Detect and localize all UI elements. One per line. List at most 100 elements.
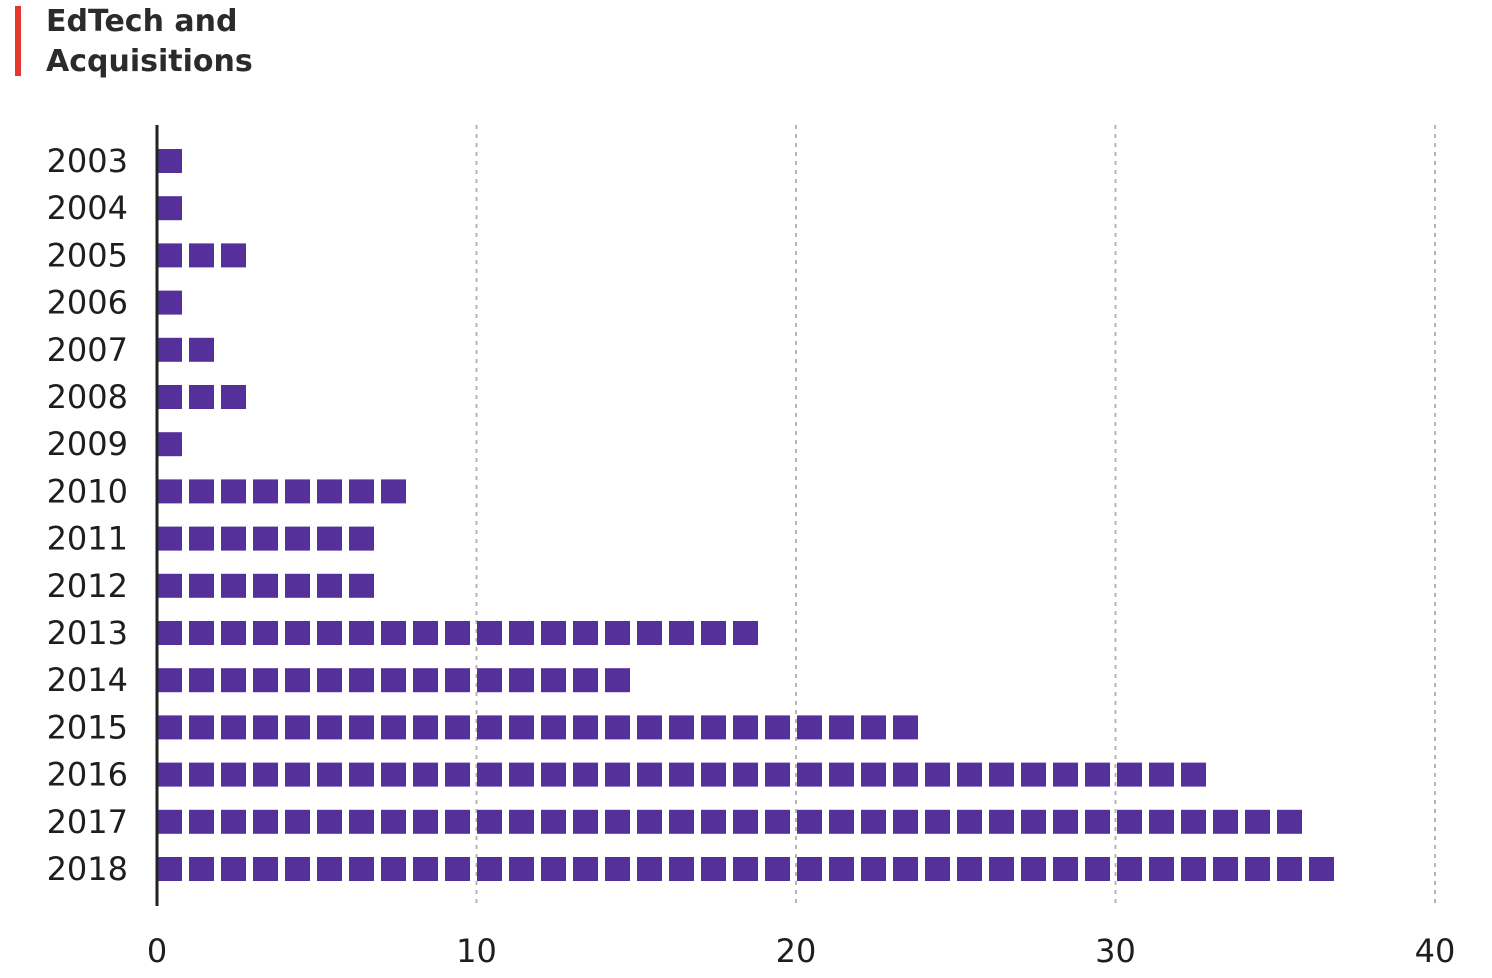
bar-unit (765, 762, 790, 787)
bar-unit (349, 762, 374, 787)
bar-unit (733, 857, 758, 881)
bar-unit (349, 526, 374, 551)
bar-row-2010 (157, 479, 406, 504)
bar-unit (1117, 857, 1142, 881)
y-tick-label: 2007 (47, 331, 128, 369)
bar-unit (157, 196, 182, 221)
bar-unit (285, 857, 310, 881)
bar-unit (1181, 762, 1206, 787)
bar-unit (477, 668, 502, 693)
bar-unit (381, 809, 406, 834)
bar-unit (957, 857, 982, 881)
bar-unit (349, 715, 374, 740)
bar-unit (477, 621, 502, 645)
y-tick-label: 2012 (47, 567, 128, 605)
bar-unit (573, 857, 598, 881)
bar-unit (445, 715, 470, 740)
bar-unit (829, 809, 854, 834)
bar-unit (253, 809, 278, 834)
bar-unit (317, 857, 342, 881)
bar-unit (925, 857, 950, 881)
bar-unit (1053, 762, 1078, 787)
bar-unit (253, 857, 278, 881)
bar-unit (541, 857, 566, 881)
bar-unit (413, 621, 438, 645)
bar-unit (765, 809, 790, 834)
bar-unit (349, 479, 374, 504)
bar-unit (285, 573, 310, 598)
bar-unit (701, 857, 726, 881)
bar-unit (573, 762, 598, 787)
bar-unit (637, 621, 662, 645)
bar-unit (829, 715, 854, 740)
y-tick-label: 2008 (47, 378, 128, 416)
bar-unit (541, 809, 566, 834)
bar-unit (285, 479, 310, 504)
bar-unit (413, 715, 438, 740)
y-tick-label: 2018 (47, 850, 128, 888)
bar-unit (317, 715, 342, 740)
bar-unit (381, 715, 406, 740)
chart-title-block: EdTech and Acquisitions (0, 0, 420, 90)
bar-row-2007 (157, 337, 214, 362)
x-tick-label: 40 (1415, 932, 1456, 970)
bar-row-2004 (157, 196, 182, 221)
bar-unit (605, 809, 630, 834)
bar-unit (157, 479, 182, 504)
bar-row-2009 (157, 432, 182, 457)
bar-unit (861, 715, 886, 740)
bar-unit (221, 762, 246, 787)
bar-unit (605, 762, 630, 787)
bar-unit (669, 621, 694, 645)
bar-unit (317, 762, 342, 787)
bar-unit (189, 621, 214, 645)
bar-unit (221, 668, 246, 693)
bar-unit (637, 809, 662, 834)
bar-unit (189, 526, 214, 551)
bar-unit (317, 479, 342, 504)
bar-unit (765, 715, 790, 740)
bar-unit (573, 668, 598, 693)
bar-unit (157, 290, 182, 315)
bar-unit (381, 479, 406, 504)
bar-unit (285, 668, 310, 693)
bar-unit (157, 243, 182, 268)
bar-unit (157, 762, 182, 787)
bar-unit (989, 762, 1014, 787)
bar-unit (541, 715, 566, 740)
bar-unit (221, 243, 246, 268)
bar-unit (253, 573, 278, 598)
bar-unit (637, 857, 662, 881)
y-tick-label: 2005 (47, 236, 128, 274)
y-tick-label: 2010 (47, 472, 128, 510)
bar-unit (381, 668, 406, 693)
bar-unit (701, 762, 726, 787)
bar-unit (1149, 762, 1174, 787)
bar-unit (285, 526, 310, 551)
bar-unit (221, 573, 246, 598)
bar-unit (573, 621, 598, 645)
bar-unit (925, 762, 950, 787)
y-tick-label: 2009 (47, 425, 128, 463)
bar-unit (189, 715, 214, 740)
bar-unit (317, 573, 342, 598)
bar-row-2011 (157, 526, 374, 551)
bar-unit (253, 668, 278, 693)
bar-unit (1021, 762, 1046, 787)
bar-unit (509, 668, 534, 693)
bar-unit (253, 526, 278, 551)
y-tick-label: 2017 (47, 803, 128, 841)
bar-unit (509, 715, 534, 740)
bar-unit (349, 621, 374, 645)
bar-unit (669, 715, 694, 740)
bar-unit (701, 809, 726, 834)
bar-unit (221, 809, 246, 834)
y-tick-label: 2011 (47, 520, 128, 558)
bar-unit (445, 762, 470, 787)
bar-unit (509, 621, 534, 645)
bar-unit (797, 715, 822, 740)
title-accent-bar (15, 6, 21, 76)
bars-group (157, 149, 1334, 881)
bar-unit (669, 809, 694, 834)
bar-unit (253, 479, 278, 504)
